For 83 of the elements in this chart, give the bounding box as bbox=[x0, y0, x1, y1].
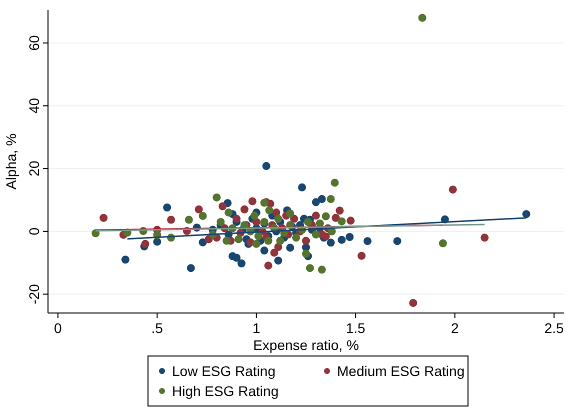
point bbox=[141, 240, 150, 248]
x-tick-label: 0 bbox=[54, 320, 62, 336]
point bbox=[260, 246, 268, 255]
point bbox=[274, 256, 282, 265]
point bbox=[248, 197, 256, 206]
point bbox=[318, 195, 326, 204]
point bbox=[198, 238, 207, 246]
y-tick-label: 20 bbox=[26, 160, 42, 176]
point bbox=[326, 238, 335, 247]
point bbox=[336, 206, 344, 215]
point bbox=[318, 266, 326, 274]
point bbox=[198, 212, 207, 220]
point bbox=[480, 234, 489, 242]
point bbox=[522, 210, 530, 218]
point bbox=[274, 243, 282, 252]
legend-label: Low ESG Rating bbox=[172, 363, 276, 379]
point bbox=[302, 250, 310, 258]
point bbox=[312, 230, 320, 239]
point bbox=[338, 217, 346, 226]
x-tick-label: 2 bbox=[450, 320, 459, 336]
x-tick-label: .5 bbox=[151, 320, 164, 336]
x-tick-label: 2.5 bbox=[544, 320, 564, 336]
point bbox=[163, 204, 172, 212]
point bbox=[276, 236, 284, 245]
legend-label: Medium ESG Rating bbox=[337, 363, 465, 379]
point bbox=[222, 236, 231, 245]
point bbox=[346, 216, 355, 225]
point bbox=[264, 236, 272, 245]
point bbox=[302, 236, 310, 245]
point bbox=[448, 186, 457, 194]
point bbox=[254, 232, 262, 240]
point bbox=[238, 259, 246, 268]
point bbox=[332, 214, 340, 222]
point bbox=[438, 239, 447, 248]
x-axis-title: Expense ratio, % bbox=[253, 337, 359, 353]
point bbox=[364, 237, 372, 246]
point bbox=[286, 209, 294, 218]
point bbox=[240, 205, 248, 214]
point bbox=[409, 298, 418, 307]
point bbox=[252, 218, 260, 226]
point bbox=[212, 193, 221, 202]
point bbox=[224, 208, 233, 217]
point bbox=[322, 212, 330, 220]
y-tick-label: 60 bbox=[26, 34, 42, 51]
point bbox=[338, 236, 346, 244]
point bbox=[330, 178, 339, 187]
point bbox=[121, 256, 130, 264]
point bbox=[298, 183, 306, 192]
point bbox=[270, 248, 278, 257]
point bbox=[250, 212, 258, 220]
legend-label: High ESG Rating bbox=[172, 383, 279, 399]
point bbox=[326, 195, 335, 204]
point bbox=[358, 252, 366, 260]
point bbox=[234, 235, 243, 244]
point bbox=[252, 240, 260, 248]
point bbox=[418, 14, 426, 22]
point bbox=[194, 205, 203, 214]
point bbox=[232, 254, 241, 262]
point bbox=[262, 162, 270, 170]
point bbox=[186, 264, 195, 272]
y-tick-label: 0 bbox=[26, 227, 42, 236]
point bbox=[153, 238, 162, 246]
point bbox=[218, 202, 227, 210]
point bbox=[393, 237, 402, 246]
point bbox=[274, 214, 282, 223]
point bbox=[264, 262, 272, 270]
point bbox=[312, 198, 320, 206]
point bbox=[265, 206, 274, 214]
point bbox=[167, 216, 176, 224]
point bbox=[184, 216, 193, 224]
y-tick-label: 40 bbox=[26, 98, 42, 114]
point bbox=[346, 233, 354, 242]
point bbox=[100, 214, 108, 222]
point bbox=[232, 214, 241, 223]
y-axis-title: Alpha, % bbox=[3, 133, 19, 190]
point bbox=[312, 212, 320, 220]
point bbox=[216, 218, 225, 226]
x-tick-label: 1.5 bbox=[346, 320, 366, 336]
point bbox=[292, 234, 300, 242]
point bbox=[286, 244, 294, 252]
y-tick-label: -20 bbox=[26, 284, 42, 304]
point bbox=[306, 264, 314, 272]
x-tick-label: 1 bbox=[252, 320, 260, 336]
